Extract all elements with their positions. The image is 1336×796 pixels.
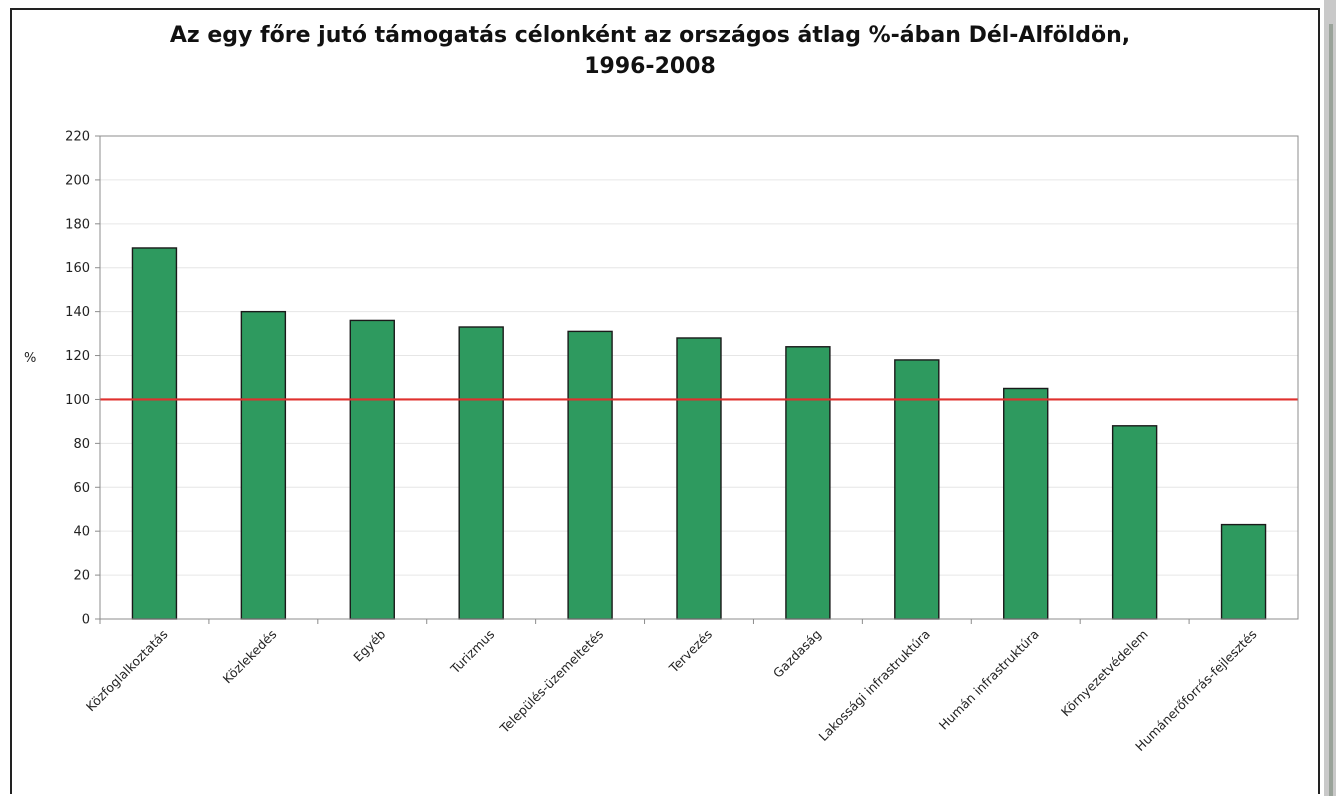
chart-title: Az egy főre jutó támogatás célonként az … — [169, 23, 1131, 79]
bar — [458, 326, 504, 620]
y-tick-label: 140 — [65, 305, 90, 320]
y-tick-label: 200 — [65, 173, 90, 188]
y-tick-label: 120 — [65, 349, 90, 364]
page-edge-shadow — [1329, 24, 1333, 796]
x-tick-label: Tervezés — [665, 627, 715, 677]
y-tick-label: 80 — [73, 437, 90, 452]
bar — [894, 359, 940, 620]
y-tick-label: 60 — [73, 481, 90, 496]
bar — [676, 337, 722, 620]
x-tick-label: Gazdaság — [770, 627, 824, 681]
bar — [567, 330, 613, 620]
x-tick-label: Lakossági infrastruktúra — [816, 627, 933, 744]
x-tick-label: Közfoglalkoztatás — [83, 627, 171, 715]
bar — [1220, 523, 1267, 620]
x-tick-label: Környezetvédelem — [1058, 627, 1151, 720]
x-tick-label: Egyéb — [350, 626, 388, 664]
x-tick-label: Humánerőforrás-fejlesztés — [1132, 627, 1259, 754]
y-tick-label: 180 — [65, 217, 90, 232]
bar — [240, 310, 287, 620]
bar — [131, 247, 178, 620]
bar — [1111, 425, 1158, 620]
y-tick-label: 220 — [65, 130, 90, 145]
bar — [349, 319, 395, 620]
x-tick-labels: Közfoglalkoztatás Közlekedés Egyéb Turizmus… — [83, 626, 1260, 754]
x-tick-label: Település-üzemeltetés — [496, 627, 606, 737]
x-tick-label: Humán infrastruktúra — [936, 627, 1042, 733]
bar — [1003, 387, 1049, 620]
bars — [131, 247, 1267, 620]
y-tick-labels: 0 20 40 60 80 100 120 140 160 180 200 220 — [65, 130, 90, 628]
y-tick-label: 20 — [73, 569, 90, 584]
y-tick-label: 40 — [73, 525, 90, 540]
axes — [95, 135, 1299, 624]
y-axis-label: % — [24, 351, 36, 366]
x-tick-label: Közlekedés — [220, 627, 280, 687]
chart-frame — [10, 8, 1320, 794]
bar — [785, 346, 831, 620]
x-tick-label: Turizmus — [447, 627, 498, 678]
y-tick-label: 160 — [65, 261, 90, 276]
plot-area-border — [99, 135, 1299, 620]
y-tick-label: 0 — [82, 613, 90, 628]
y-tick-label: 100 — [65, 393, 90, 408]
